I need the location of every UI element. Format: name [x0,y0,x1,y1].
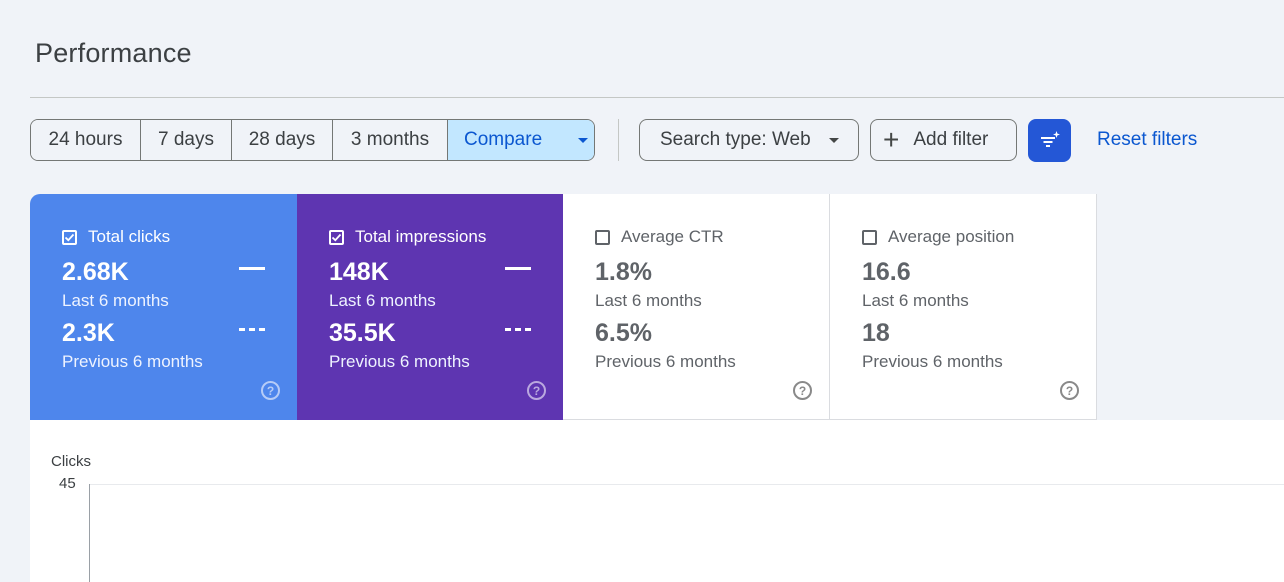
metric-toggle[interactable]: Total clicks [62,227,170,247]
help-icon[interactable]: ? [793,381,812,400]
metric-value: 16.6 [862,258,911,286]
plus-icon: + [883,124,900,155]
help-icon[interactable]: ? [1060,381,1079,400]
filter-sparkle-icon [1040,130,1060,147]
chart-gridline [90,484,1284,485]
range-28-days-button[interactable]: 28 days [232,120,333,160]
metric-compare-period: Previous 6 months [62,352,203,371]
metric-compare-value: 18 [862,319,890,347]
metric-compare-period: Previous 6 months [595,352,736,371]
solid-line-legend-icon [505,267,531,270]
page-title: Performance [35,38,192,68]
metric-compare-period: Previous 6 months [862,352,1003,371]
compare-dropdown-button[interactable]: Compare [448,120,594,160]
metric-toggle[interactable]: Average CTR [595,227,724,247]
dashed-line-legend-icon [505,328,531,331]
chevron-down-icon [578,137,589,143]
metric-label: Total clicks [88,227,171,246]
metric-card-total-impressions[interactable]: Total impressions 148K Last 6 months 35.… [297,194,563,420]
metric-value: 148K [329,258,389,286]
chart-y-axis-label: Clicks [51,453,91,470]
search-type-dropdown[interactable]: Search type: Web [639,119,859,161]
metric-compare-value: 2.3K [62,319,115,347]
metric-card-total-clicks[interactable]: Total clicks 2.68K Last 6 months 2.3K Pr… [30,194,297,420]
chevron-down-icon [828,137,839,143]
range-7-days-button[interactable]: 7 days [141,120,232,160]
metric-period: Last 6 months [595,291,702,310]
metric-value: 2.68K [62,258,129,286]
metric-period: Last 6 months [62,291,169,310]
compare-label: Compare [464,129,543,150]
chart-y-tick: 45 [59,475,76,492]
metric-card-average-position[interactable]: Average position 16.6 Last 6 months 18 P… [830,194,1097,420]
metric-card-average-ctr[interactable]: Average CTR 1.8% Last 6 months 6.5% Prev… [563,194,830,420]
reset-filters-link[interactable]: Reset filters [1097,129,1198,150]
dashed-line-legend-icon [239,328,265,331]
performance-chart: Clicks 45 [30,420,1284,582]
metric-compare-value: 6.5% [595,319,652,347]
toolbar-separator [618,119,619,161]
metric-label: Average CTR [621,227,724,246]
chart-y-axis [89,484,90,582]
metric-toggle[interactable]: Total impressions [329,227,486,247]
checkbox-unchecked-icon[interactable] [595,229,610,245]
add-filter-label: Add filter [913,129,989,150]
range-24-hours-button[interactable]: 24 hours [31,120,141,160]
help-icon[interactable]: ? [261,381,280,400]
solid-line-legend-icon [239,267,265,270]
search-type-label: Search type: Web [660,129,811,150]
metric-period: Last 6 months [329,291,436,310]
add-filter-button[interactable]: + Add filter [870,119,1017,161]
metric-toggle[interactable]: Average position [862,227,1014,247]
metric-label: Total impressions [355,227,487,246]
ai-filter-button[interactable] [1028,119,1071,162]
date-range-selector: 24 hours 7 days 28 days 3 months Compare [30,119,595,161]
metric-value: 1.8% [595,258,652,286]
metric-compare-value: 35.5K [329,319,396,347]
help-icon[interactable]: ? [527,381,546,400]
metric-label: Average position [888,227,1015,246]
title-divider [30,97,1284,98]
metric-compare-period: Previous 6 months [329,352,470,371]
checkbox-unchecked-icon[interactable] [862,229,877,245]
checkbox-checked-icon[interactable] [62,229,77,245]
range-3-months-button[interactable]: 3 months [333,120,448,160]
checkbox-checked-icon[interactable] [329,229,344,245]
metric-period: Last 6 months [862,291,969,310]
